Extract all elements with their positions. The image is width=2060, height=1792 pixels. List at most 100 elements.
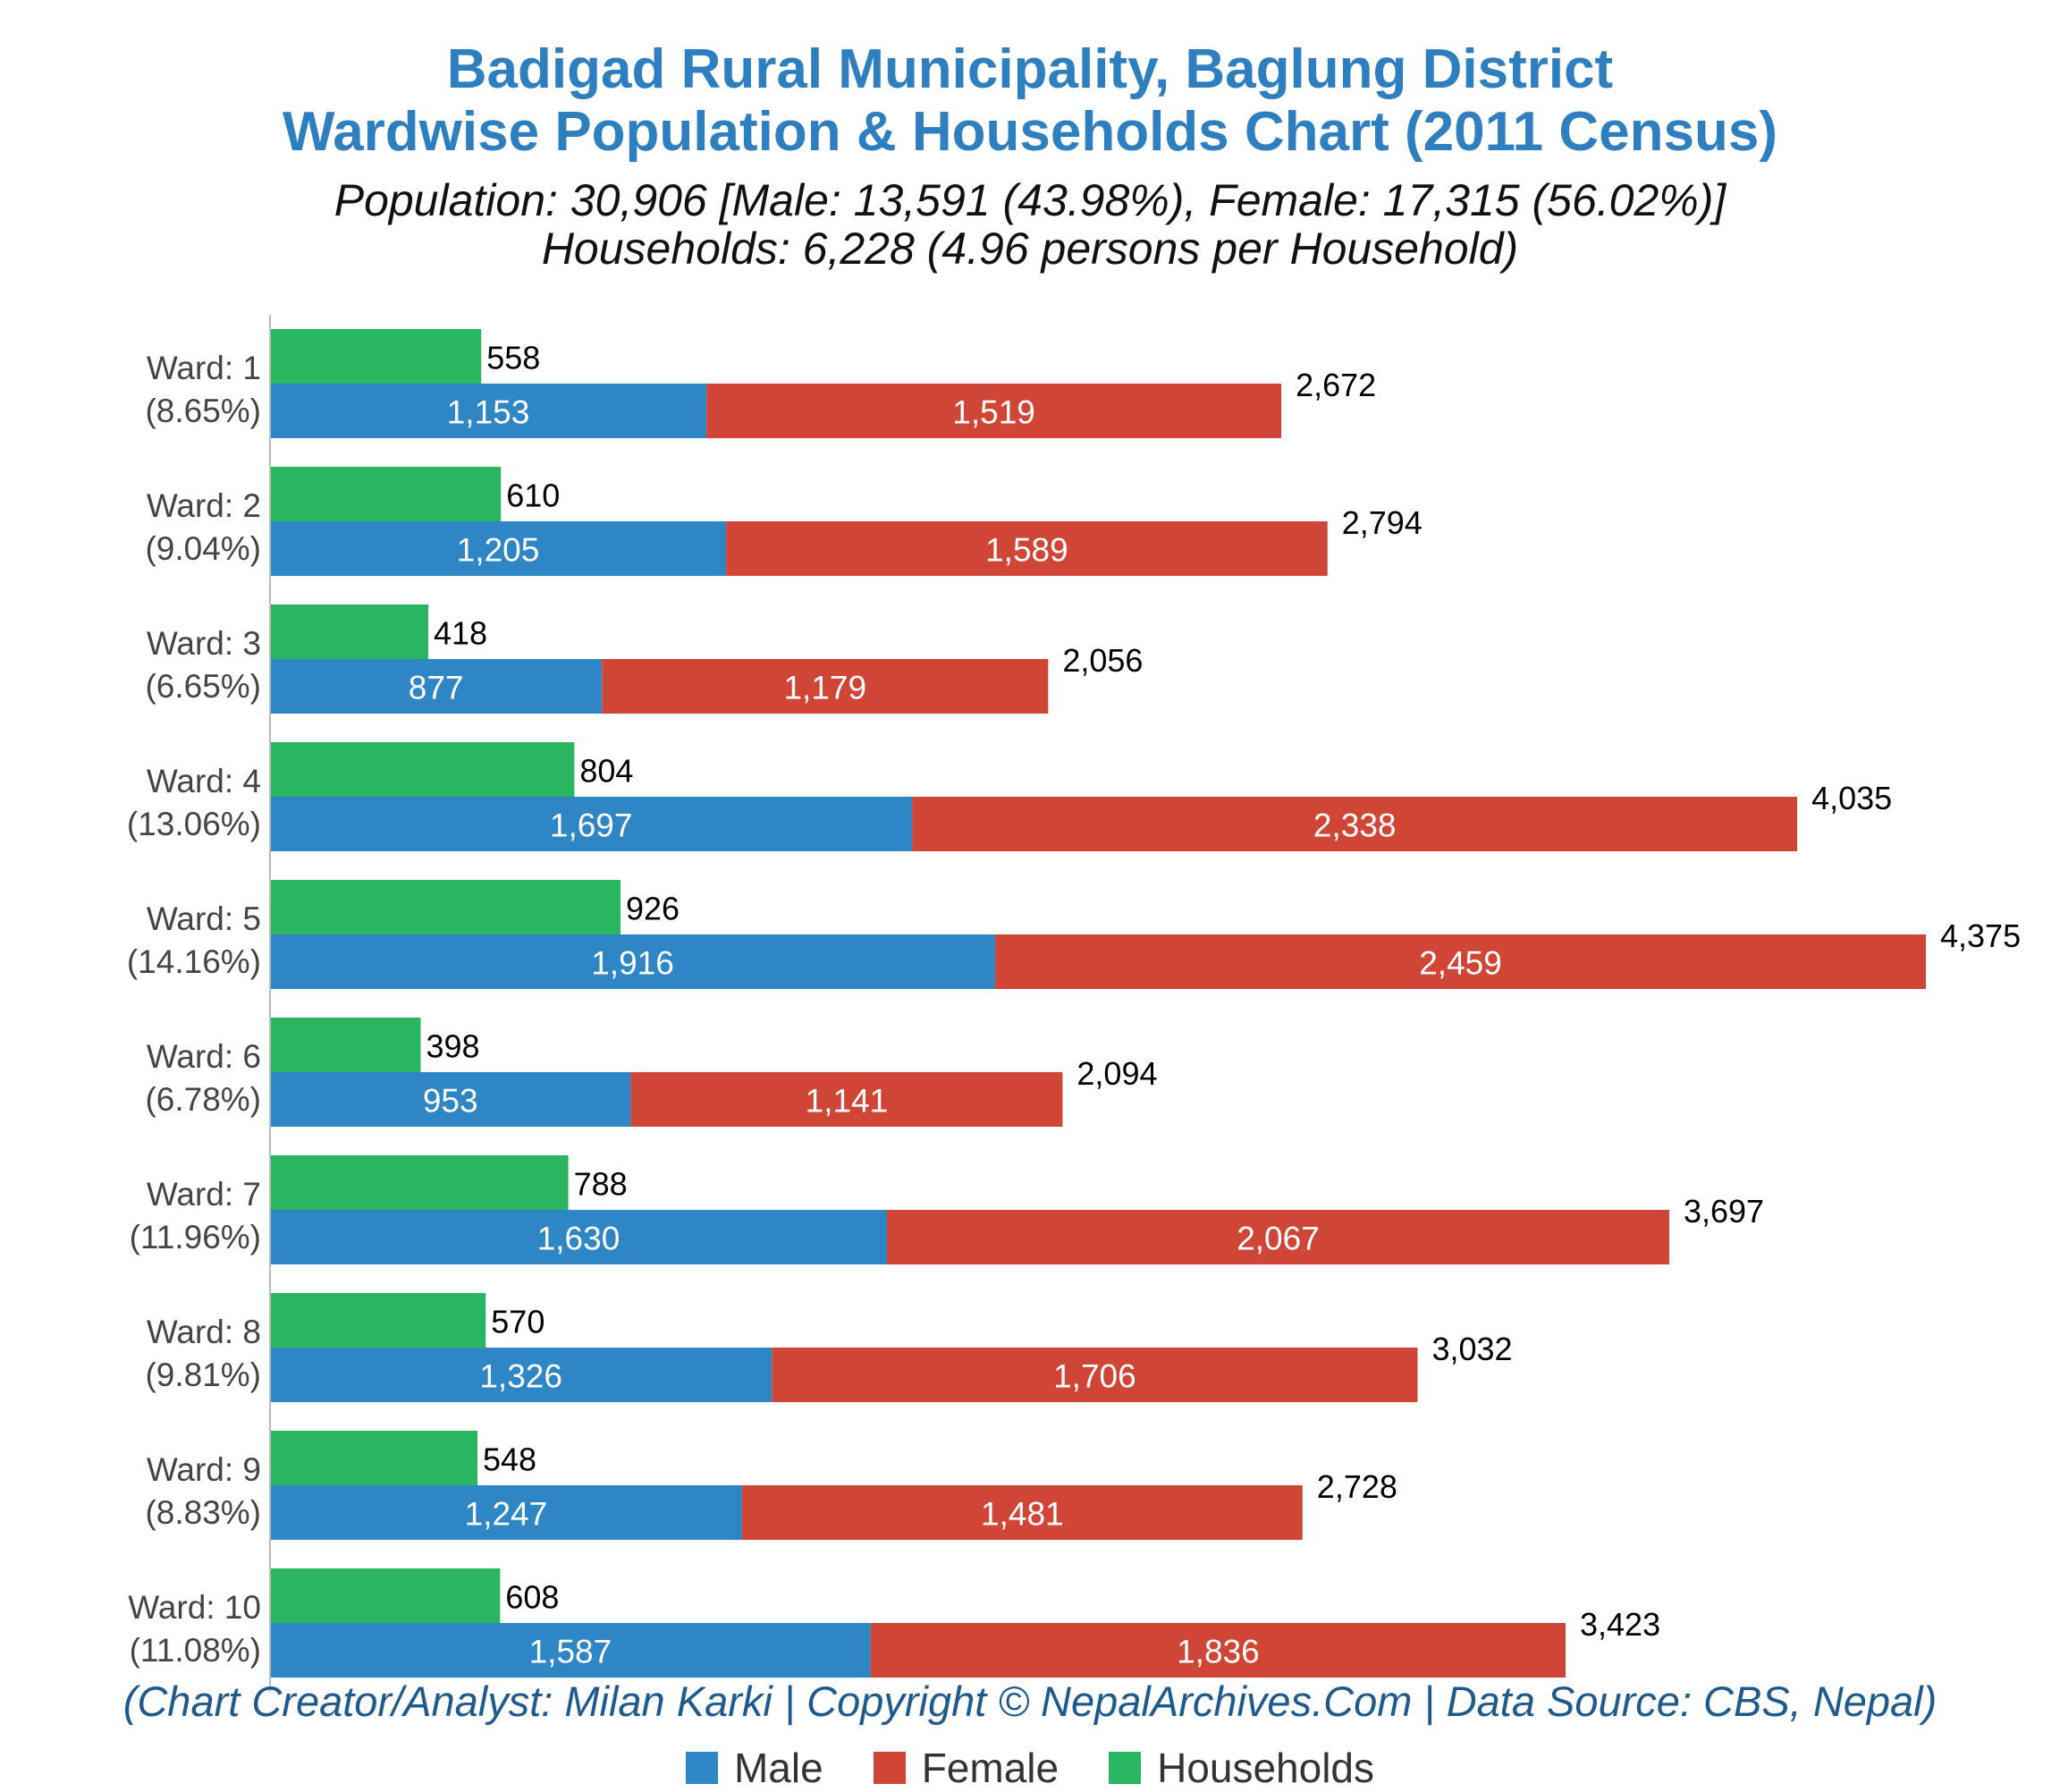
ward-percent-label: (9.04%) xyxy=(145,530,261,567)
households-value-label: 788 xyxy=(574,1166,628,1203)
legend-label-female: Female xyxy=(921,1745,1060,1791)
total-value-label: 2,728 xyxy=(1317,1468,1397,1505)
male-bar xyxy=(270,1210,888,1264)
female-bar xyxy=(630,1072,1063,1127)
male-bar xyxy=(270,1348,772,1402)
ward-percent-label: (6.65%) xyxy=(145,668,261,705)
households-bar xyxy=(270,604,428,659)
male-bar xyxy=(270,1485,742,1540)
legend-swatch-male xyxy=(685,1752,718,1784)
male-value-label: 1,247 xyxy=(465,1496,548,1533)
legend-item-households: Households xyxy=(1109,1744,1374,1792)
total-value-label: 3,032 xyxy=(1431,1331,1512,1367)
ward-percent-label: (11.96%) xyxy=(130,1219,261,1255)
female-bar xyxy=(602,659,1049,714)
male-value-label: 1,916 xyxy=(591,945,674,982)
households-bar xyxy=(270,880,621,934)
male-bar xyxy=(270,659,603,714)
ward-percent-label: (8.83%) xyxy=(145,1494,261,1531)
total-value-label: 3,423 xyxy=(1580,1606,1660,1643)
male-bar xyxy=(270,384,707,438)
female-value-label: 1,589 xyxy=(985,532,1068,569)
chart-title-line1: Badigad Rural Municipality, Baglung Dist… xyxy=(446,38,1614,100)
female-bar xyxy=(912,797,1798,851)
households-bar xyxy=(270,1155,569,1210)
female-value-label: 1,836 xyxy=(1177,1634,1260,1670)
chart-subtitle-line1: Population: 30,906 [Male: 13,591 (43.98%… xyxy=(333,175,1727,225)
ward-percent-label: (8.65%) xyxy=(145,393,261,429)
ward-tick-label: Ward: 5 xyxy=(147,900,261,937)
male-value-label: 1,630 xyxy=(537,1221,621,1257)
male-value-label: 1,697 xyxy=(550,807,633,844)
households-value-label: 548 xyxy=(483,1441,536,1478)
households-bar xyxy=(270,1568,501,1623)
total-value-label: 2,094 xyxy=(1076,1055,1157,1092)
male-bar xyxy=(270,521,727,576)
ward-tick-label: Ward: 3 xyxy=(147,625,261,662)
households-bar xyxy=(270,467,502,521)
female-value-label: 1,519 xyxy=(952,394,1035,431)
male-bar xyxy=(270,1072,631,1127)
legend-item-female: Female xyxy=(873,1744,1060,1792)
households-value-label: 570 xyxy=(491,1304,545,1340)
legend-label-male: Male xyxy=(733,1745,823,1791)
female-value-label: 2,459 xyxy=(1419,945,1502,982)
chart-title-line2: Wardwise Population & Households Chart (… xyxy=(282,101,1777,163)
households-bar xyxy=(270,1018,421,1072)
households-value-label: 804 xyxy=(579,753,633,790)
male-bar xyxy=(270,1623,871,1678)
female-value-label: 1,706 xyxy=(1053,1358,1136,1395)
households-value-label: 558 xyxy=(486,340,540,376)
female-value-label: 2,067 xyxy=(1237,1221,1320,1257)
ward-tick-label: Ward: 8 xyxy=(147,1314,261,1350)
ward-percent-label: (13.06%) xyxy=(127,806,261,842)
households-bar xyxy=(270,329,482,384)
total-value-label: 4,035 xyxy=(1811,780,1892,816)
ward-tick-label: Ward: 9 xyxy=(147,1451,261,1488)
ward-tick-label: Ward: 1 xyxy=(147,350,261,386)
households-value-label: 610 xyxy=(506,478,560,514)
ward-tick-label: Ward: 7 xyxy=(147,1176,261,1213)
male-bar xyxy=(270,934,996,989)
households-value-label: 926 xyxy=(626,891,680,927)
female-value-label: 1,141 xyxy=(806,1083,889,1120)
female-bar xyxy=(726,521,1328,576)
legend-item-male: Male xyxy=(685,1744,823,1792)
ward-tick-label: Ward: 6 xyxy=(147,1038,261,1075)
female-bar xyxy=(887,1210,1669,1264)
male-value-label: 953 xyxy=(423,1083,478,1120)
female-bar xyxy=(741,1485,1303,1540)
households-bar xyxy=(270,1293,486,1348)
male-value-label: 1,205 xyxy=(457,532,540,569)
total-value-label: 3,697 xyxy=(1684,1193,1764,1230)
ward-tick-label: Ward: 10 xyxy=(128,1589,261,1626)
female-bar xyxy=(870,1623,1566,1678)
ward-percent-label: (14.16%) xyxy=(127,943,261,980)
female-bar xyxy=(706,384,1282,438)
ward-percent-label: (9.81%) xyxy=(145,1357,261,1393)
male-value-label: 877 xyxy=(409,670,464,706)
total-value-label: 2,056 xyxy=(1062,642,1143,679)
legend-swatch-households xyxy=(1109,1752,1142,1784)
female-bar xyxy=(772,1348,1418,1402)
ward-percent-label: (6.78%) xyxy=(145,1081,261,1118)
total-value-label: 2,794 xyxy=(1342,504,1423,541)
female-value-label: 1,179 xyxy=(783,670,866,706)
households-value-label: 608 xyxy=(505,1579,559,1616)
ward-tick-label: Ward: 2 xyxy=(147,487,261,524)
total-value-label: 4,375 xyxy=(1940,917,2021,954)
chart-legend: Male Female Households xyxy=(0,1744,2060,1792)
female-value-label: 2,338 xyxy=(1313,807,1397,844)
households-value-label: 398 xyxy=(426,1028,479,1065)
male-value-label: 1,153 xyxy=(447,394,530,431)
legend-label-households: Households xyxy=(1157,1745,1375,1791)
households-value-label: 418 xyxy=(434,615,487,652)
ward-percent-label: (11.08%) xyxy=(130,1632,261,1669)
households-bar xyxy=(270,1431,477,1485)
female-bar xyxy=(995,934,1926,989)
legend-swatch-female xyxy=(873,1752,906,1784)
male-value-label: 1,587 xyxy=(529,1634,612,1670)
chart-subtitle-line2: Households: 6,228 (4.96 persons per Hous… xyxy=(541,224,1519,274)
total-value-label: 2,672 xyxy=(1296,367,1376,403)
